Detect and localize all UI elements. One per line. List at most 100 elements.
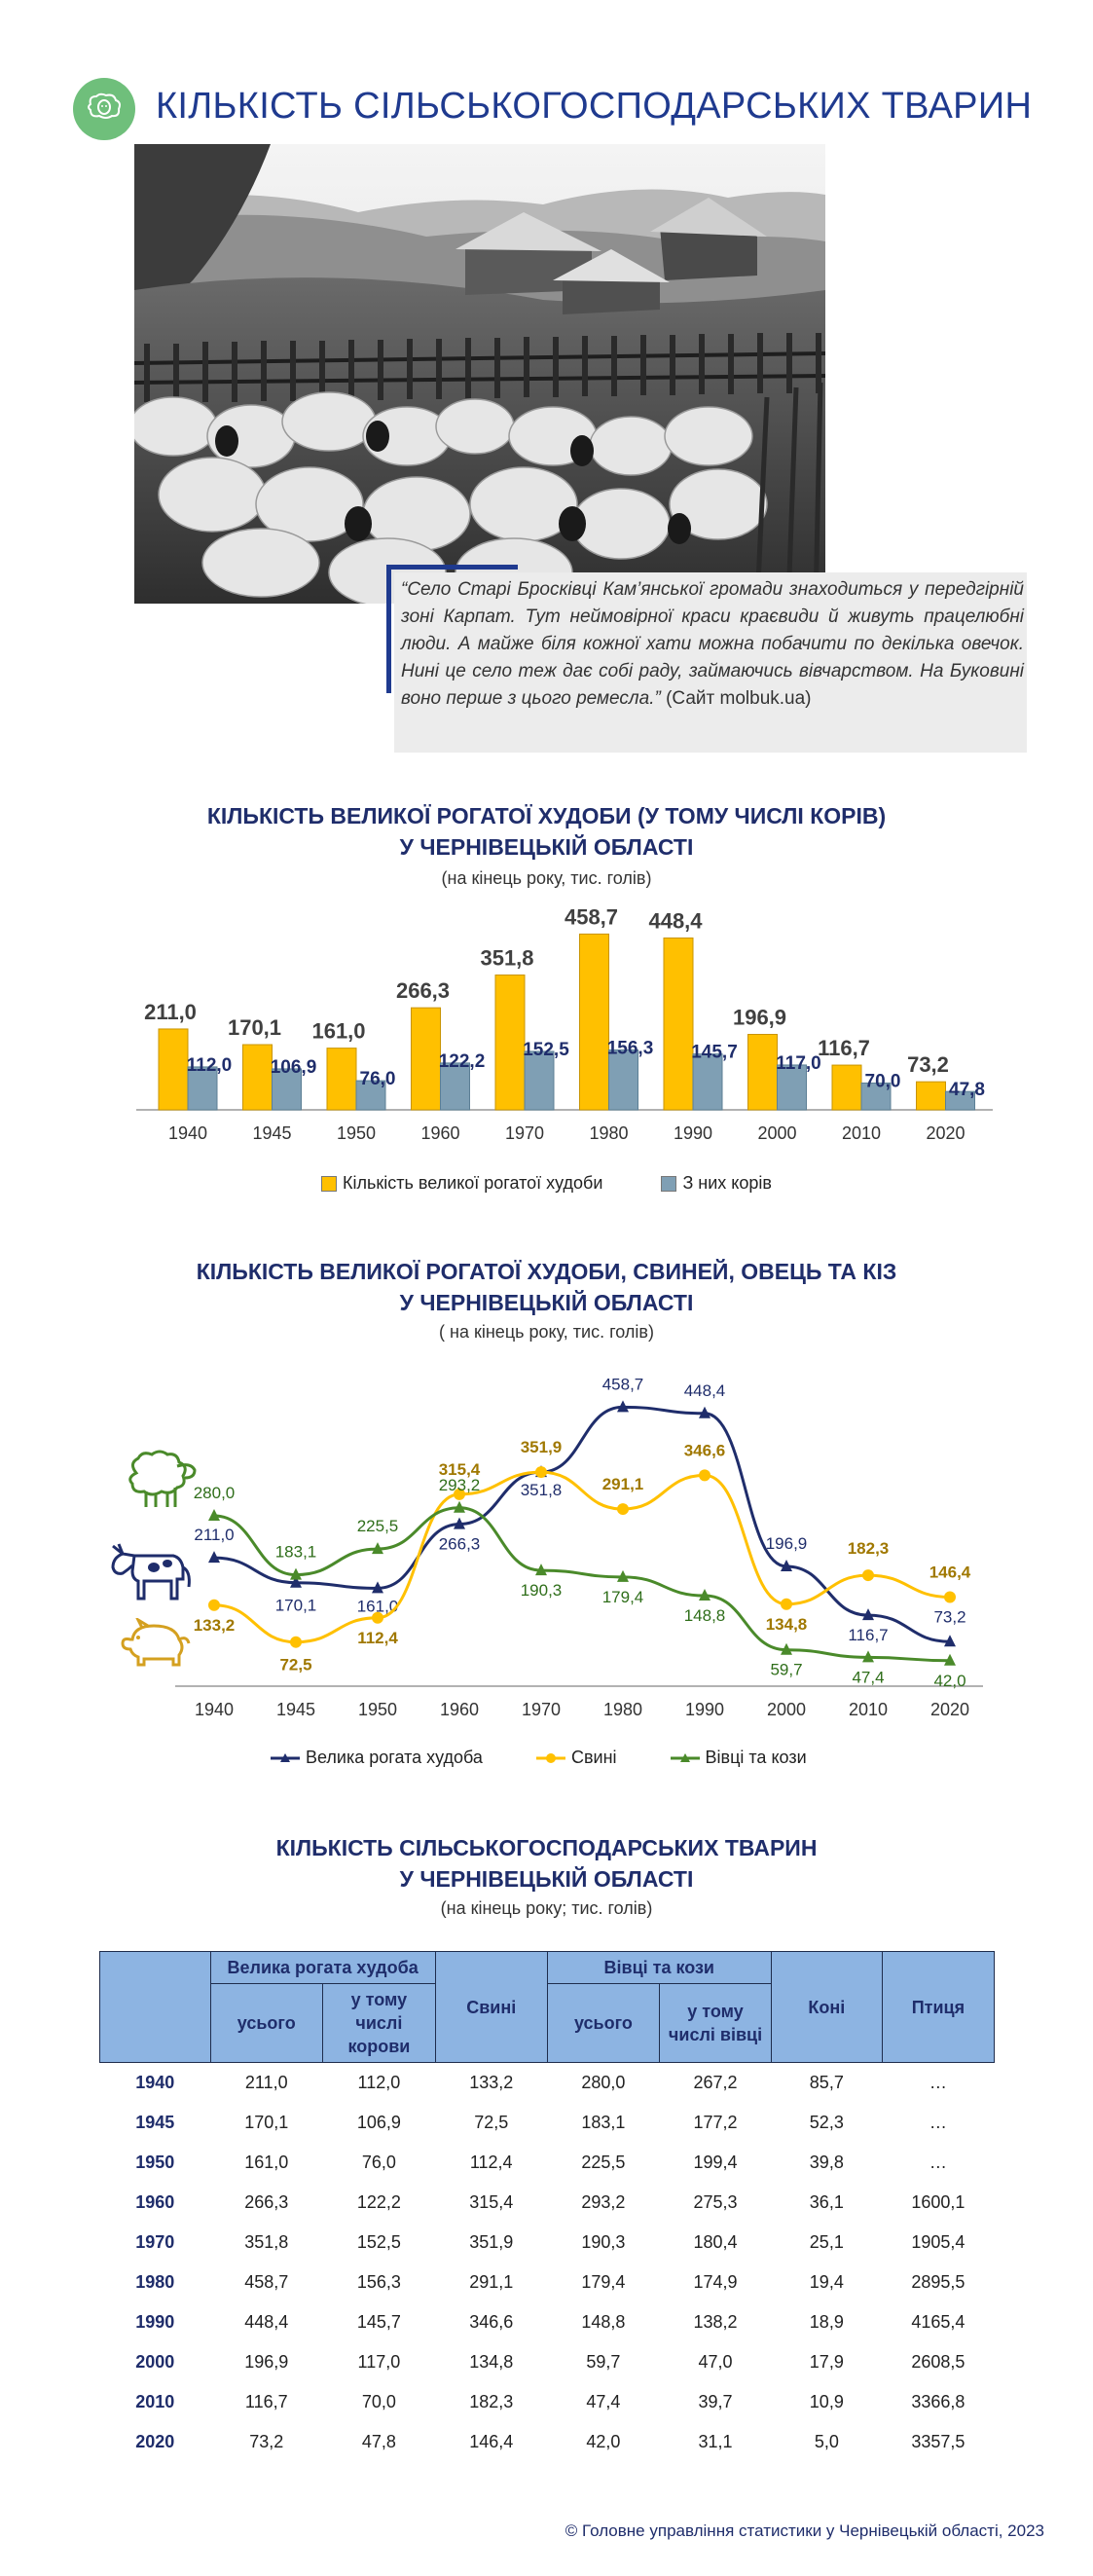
table-cell: 25,1 [809, 2232, 844, 2252]
point-label-pigs: 133,2 [194, 1616, 236, 1635]
table-cell: 190,3 [581, 2232, 626, 2252]
legend-label-cows: З них корів [682, 1173, 772, 1193]
table-cell: 18,9 [809, 2312, 844, 2332]
table-cell: 106,9 [356, 2113, 401, 2132]
table-cell: 138,2 [693, 2312, 738, 2332]
table-title-line2: У ЧЕРНІВЕЦЬКІЙ ОБЛАСТІ [399, 1866, 694, 1892]
bar-cattle [411, 1007, 441, 1111]
chart1-subtitle: (на кінець року, тис. голів) [441, 868, 652, 888]
quote-text: “Село Старі Бросківці Кам’янської громад… [401, 576, 1024, 713]
table-cell: 42,0 [586, 2432, 621, 2451]
chart1-legend: Кількість великої рогатої худоби З них к… [321, 1173, 772, 1194]
chart1-title-line2: У ЧЕРНІВЕЦЬКІЙ ОБЛАСТІ [399, 834, 694, 860]
header-horses: Коні [770, 1951, 883, 2063]
point-label-cattle: 351,8 [521, 1481, 563, 1499]
table-cell: 183,1 [581, 2113, 626, 2132]
table-cell: 47,0 [698, 2352, 733, 2372]
point-pigs [862, 1569, 874, 1582]
point-label-sheep: 179,4 [602, 1588, 644, 1606]
table-cell: 174,9 [693, 2272, 738, 2292]
x-tick-label: 1940 [195, 1700, 234, 1719]
table-cell: … [929, 2073, 947, 2092]
point-sheep [372, 1542, 383, 1555]
table-title-line1: КІЛЬКІСТЬ СІЛЬСЬКОГОСПОДАРСЬКИХ ТВАРИН [275, 1835, 818, 1860]
point-sheep [454, 1500, 465, 1513]
point-label-cattle: 196,9 [766, 1534, 808, 1553]
table-year-cell: 1960 [135, 2192, 175, 2212]
table-cell: 112,0 [357, 2073, 401, 2092]
point-label-sheep: 225,5 [357, 1517, 399, 1535]
x-tick-label: 1945 [276, 1700, 315, 1719]
bar-label-cattle: 211,0 [144, 1000, 197, 1024]
quote-accent-bar-top [386, 565, 518, 570]
point-label-cattle: 170,1 [275, 1597, 317, 1615]
table-row: 1980 458,7 156,3 291,1 179,4 174,9 19,4 2895,5 [100, 2263, 995, 2302]
table-row: 2020 73,2 47,8 146,4 42,0 31,1 5,0 3357,5 [100, 2422, 995, 2462]
x-tick-label: 1990 [674, 1123, 712, 1143]
x-tick-label: 1980 [589, 1123, 628, 1143]
table-row: 1970 351,8 152,5 351,9 190,3 180,4 25,1 1905,4 [100, 2223, 995, 2263]
bar-cows [440, 1062, 470, 1111]
table-cell: 3366,8 [911, 2392, 965, 2411]
bar-cattle [579, 933, 609, 1111]
point-cattle [944, 1635, 956, 1647]
table-cell: 351,9 [469, 2232, 514, 2252]
bar-cattle [663, 938, 694, 1111]
bar-cows [777, 1064, 807, 1111]
x-tick-label: 1950 [337, 1123, 376, 1143]
table-cell: 4165,4 [911, 2312, 965, 2332]
point-sheep [290, 1567, 302, 1580]
bar-label-cows: 122,2 [439, 1051, 486, 1072]
point-sheep [944, 1653, 956, 1666]
bar-label-cattle: 170,1 [228, 1015, 281, 1040]
table-cell: 351,8 [244, 2232, 289, 2252]
table-cell: 315,4 [469, 2192, 514, 2212]
table-cell: 346,6 [469, 2312, 514, 2332]
x-tick-label: 2000 [767, 1700, 806, 1719]
table-cell: 47,8 [361, 2432, 396, 2451]
point-label-pigs: 291,1 [602, 1475, 644, 1493]
point-label-pigs: 315,4 [439, 1460, 481, 1479]
header-cattle: Велика рогата худоба [209, 1951, 436, 1984]
bar-cows [692, 1053, 723, 1111]
point-pigs [944, 1591, 956, 1603]
x-tick-label: 2020 [926, 1123, 965, 1143]
table-cell: 17,9 [809, 2352, 844, 2372]
table-cell: 133,2 [469, 2073, 514, 2092]
sheep-icon [128, 1450, 197, 1507]
point-pigs [454, 1488, 465, 1500]
table-cell: 3357,5 [911, 2432, 965, 2451]
point-label-pigs: 182,3 [848, 1539, 890, 1558]
x-tick-label: 2020 [930, 1700, 969, 1719]
point-label-cattle: 266,3 [439, 1535, 481, 1554]
point-label-sheep: 148,8 [684, 1606, 726, 1625]
bar-cattle [494, 975, 526, 1111]
sheep-logo-icon [73, 78, 135, 140]
x-tick-label: 1945 [252, 1123, 291, 1143]
bar-label-cows: 152,5 [523, 1040, 569, 1060]
bar-cattle [326, 1048, 357, 1111]
table-row: 2000 196,9 117,0 134,8 59,7 47,0 17,9 2608,5 [100, 2342, 995, 2382]
x-tick-label: 1970 [522, 1700, 561, 1719]
table-cell: 59,7 [586, 2352, 621, 2372]
bar-label-cattle: 161,0 [311, 1019, 365, 1044]
table-row: 2010 116,7 70,0 182,3 47,4 39,7 10,9 3366,8 [100, 2382, 995, 2422]
bar-cows [355, 1080, 386, 1111]
bar-cattle [831, 1064, 862, 1111]
point-label-pigs: 134,8 [766, 1615, 808, 1634]
point-label-sheep: 293,2 [439, 1476, 481, 1494]
table-year-cell: 1990 [135, 2312, 175, 2332]
point-label-pigs: 351,9 [521, 1438, 563, 1456]
quote-box [394, 572, 1027, 753]
header-poultry: Птиця [881, 1951, 996, 2063]
table-cell: 112,4 [469, 2153, 513, 2172]
table-cell: 10,9 [809, 2392, 844, 2411]
table-year-cell: 1970 [135, 2232, 175, 2252]
cow-icon [111, 1543, 191, 1601]
table-cell: 458,7 [244, 2272, 289, 2292]
table-cell: 2608,5 [911, 2352, 965, 2372]
legend-item-cows: З них корів [661, 1173, 772, 1194]
header-sheep-of: у тому числі вівці [659, 1983, 772, 2063]
table-cell: 177,2 [693, 2113, 738, 2132]
quote-accent-bar [386, 565, 391, 693]
